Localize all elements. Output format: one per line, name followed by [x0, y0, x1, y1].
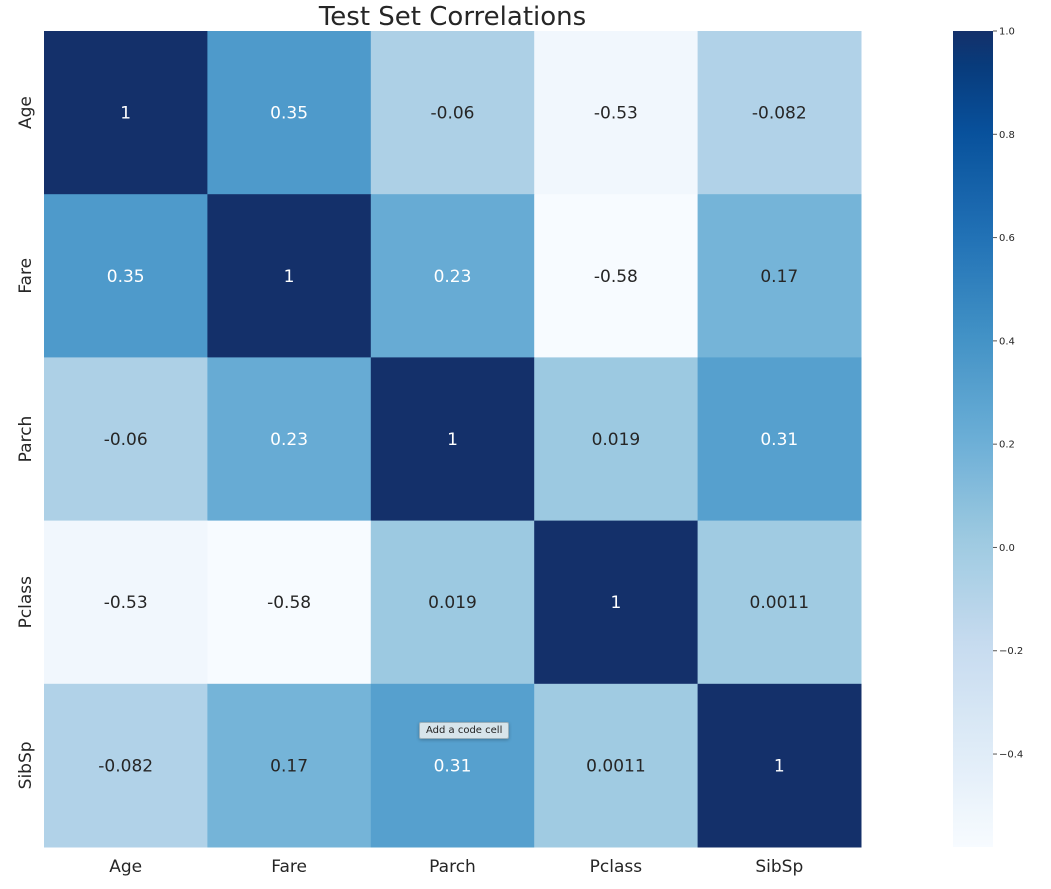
cell-value-label: -0.53: [104, 593, 148, 613]
heatmap-cell-sibsp-age: [44, 683, 208, 848]
cell-value-label: 1: [120, 104, 131, 124]
heatmap-cell-age-pclass: [534, 31, 699, 195]
cell-value-label: 0.0011: [750, 593, 809, 613]
heatmap-cell-fare-sibsp: [697, 194, 862, 358]
heatmap-cell-age-fare: [207, 31, 372, 195]
colorbar-tick-label: −0.2: [999, 646, 1023, 657]
heatmap-cell-fare-age: [44, 194, 208, 358]
cell-value-label: -0.06: [431, 104, 475, 124]
heatmap-cell-pclass-pclass: [534, 520, 699, 685]
add-code-cell-tooltip: Add a code cell: [419, 722, 510, 739]
cell-value-label: -0.58: [267, 593, 311, 613]
x-tick-label: SibSp: [755, 857, 803, 877]
heatmap-cell-age-age: [44, 31, 208, 195]
heatmap-cell-sibsp-sibsp: [697, 683, 862, 848]
cell-value-label: 1: [447, 430, 458, 450]
colorbar-tick-label: 0.8: [999, 130, 1015, 141]
heatmap-cell-sibsp-pclass: [534, 683, 699, 848]
heatmap-cell-age-parch: [370, 31, 535, 195]
cell-value-label: -0.06: [104, 430, 148, 450]
heatmap-cell-pclass-fare: [207, 520, 372, 685]
cell-value-label: 0.35: [270, 104, 308, 124]
colorbar: [953, 31, 993, 847]
cell-value-label: 0.0011: [586, 756, 645, 776]
heatmap-cell-parch-fare: [207, 357, 372, 522]
cell-value-label: 0.31: [434, 756, 472, 776]
colorbar-tick-label: −0.4: [999, 750, 1023, 761]
heatmap-cell-sibsp-parch: [370, 683, 535, 848]
heatmap-cell-age-sibsp: [697, 31, 862, 195]
y-tick-label: Age: [16, 96, 36, 129]
colorbar-tick-label: 1.0: [999, 27, 1015, 38]
cell-value-label: -0.58: [594, 267, 638, 287]
cell-value-label: 0.17: [270, 756, 308, 776]
colorbar-tick-label: 0.2: [999, 440, 1015, 451]
heatmap-cell-fare-pclass: [534, 194, 699, 358]
cell-value-label: 0.23: [434, 267, 472, 287]
cell-value-label: -0.082: [752, 104, 807, 124]
cell-value-label: 0.019: [428, 593, 477, 613]
y-tick-label: Parch: [16, 416, 36, 463]
cell-value-label: 0.31: [760, 430, 798, 450]
heatmap-cell-parch-sibsp: [697, 357, 862, 522]
y-tick-label: Fare: [16, 258, 36, 294]
colorbar-tick-label: 0.4: [999, 336, 1015, 347]
heatmap-cell-pclass-sibsp: [697, 520, 862, 685]
cell-value-label: -0.082: [98, 756, 153, 776]
heatmap-cell-pclass-age: [44, 520, 208, 685]
cell-value-label: 0.35: [107, 267, 145, 287]
heatmap-cell-parch-parch: [370, 357, 535, 522]
y-tick-label: SibSp: [16, 741, 36, 789]
heatmap-cell-pclass-parch: [370, 520, 535, 685]
cell-value-label: 0.17: [760, 267, 798, 287]
cell-value-label: -0.53: [594, 104, 638, 124]
cell-value-label: 1: [284, 267, 295, 287]
colorbar-tick-label: 0.0: [999, 543, 1015, 554]
y-tick-label: Pclass: [16, 576, 36, 629]
x-tick-label: Pclass: [590, 857, 643, 877]
heatmap-cell-parch-pclass: [534, 357, 699, 522]
x-tick-label: Fare: [271, 857, 307, 877]
cell-value-label: 1: [774, 756, 785, 776]
heatmap-cell-fare-fare: [207, 194, 372, 358]
colorbar-tick-label: 0.6: [999, 233, 1015, 244]
x-tick-label: Parch: [429, 857, 476, 877]
heatmap-cell-fare-parch: [370, 194, 535, 358]
cell-value-label: 0.019: [592, 430, 641, 450]
cell-value-label: 0.23: [270, 430, 308, 450]
heatmap-cell-sibsp-fare: [207, 683, 372, 848]
cell-value-label: 1: [610, 593, 621, 613]
x-tick-label: Age: [109, 857, 142, 877]
chart-title: Test Set Correlations: [318, 2, 587, 32]
heatmap-cell-parch-age: [44, 357, 208, 522]
